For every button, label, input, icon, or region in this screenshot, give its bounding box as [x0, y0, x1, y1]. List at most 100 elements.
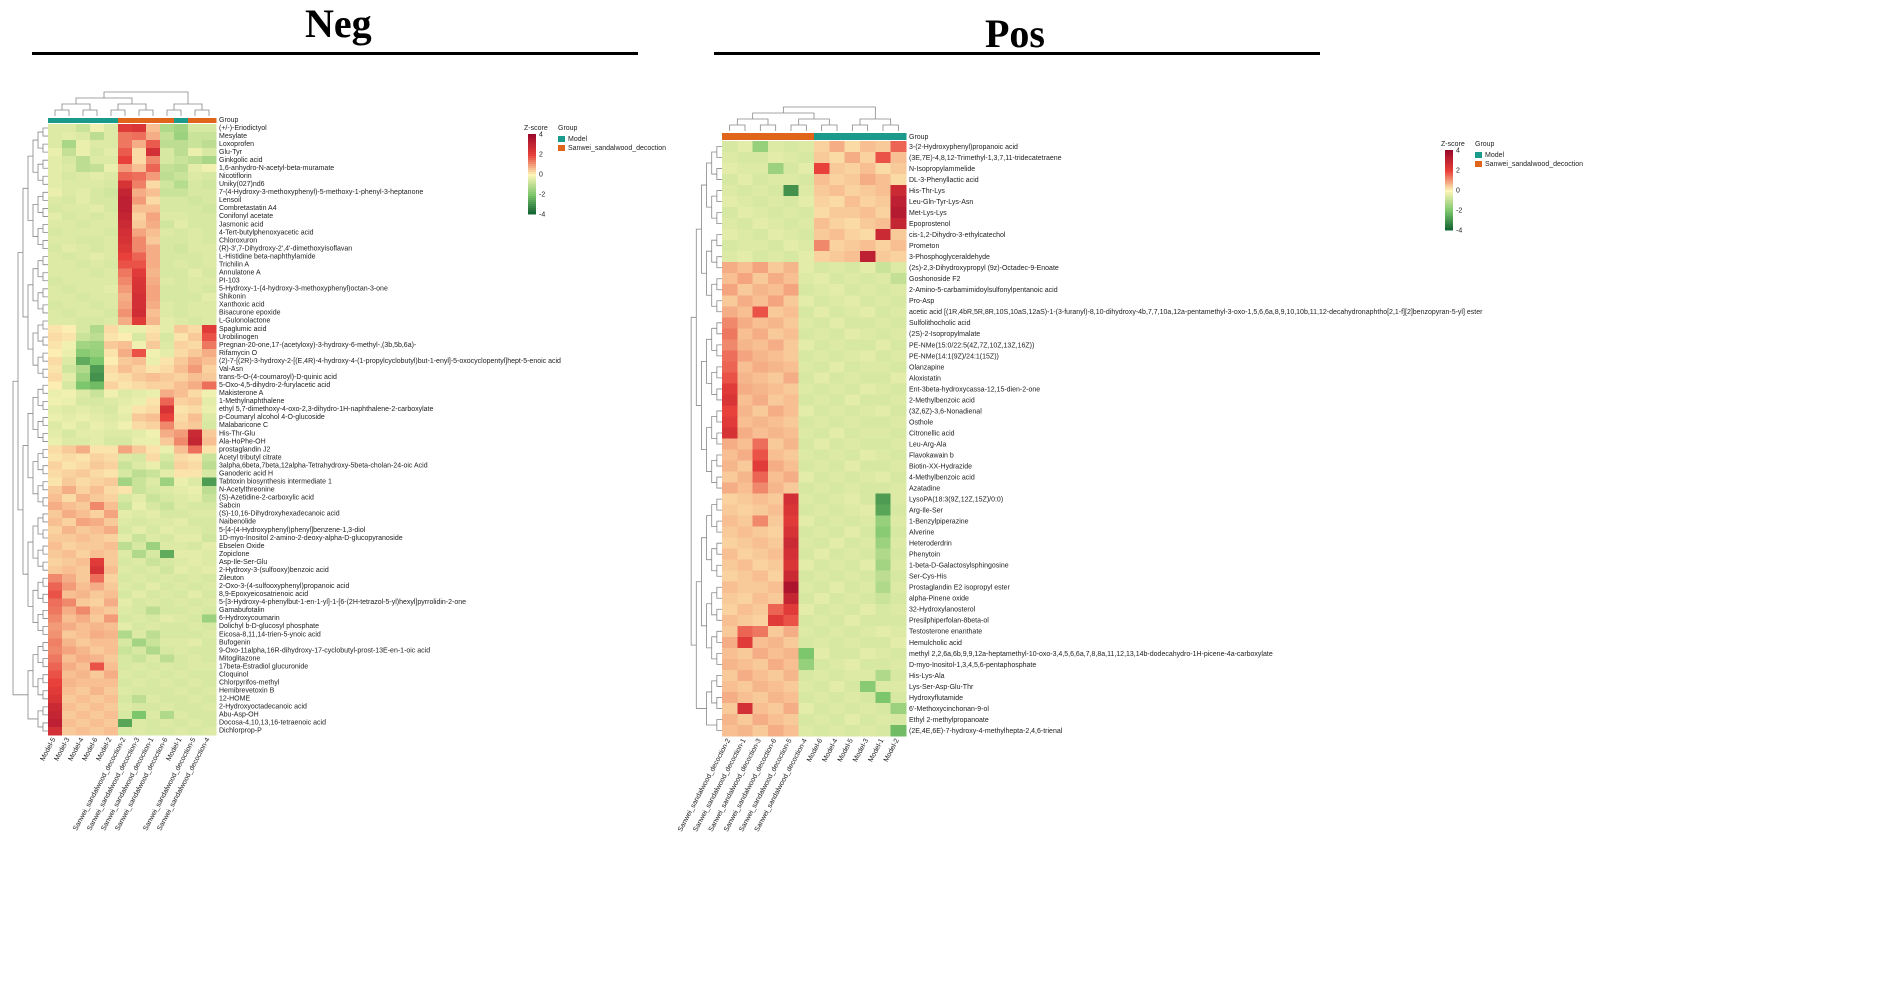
neg-heat-cell: [62, 252, 77, 262]
neg-heat-cell: [160, 485, 175, 495]
neg-heat-cell: [174, 124, 189, 133]
pos-heat-cell: [860, 383, 876, 395]
pos-heat-cell: [737, 680, 754, 693]
pos-row-label: Phenytoin: [909, 552, 940, 559]
neg-heat-cell: [118, 678, 133, 688]
pos-group-cell: [875, 133, 892, 140]
pos-heat-cell: [737, 207, 754, 219]
pos-heat-cell: [783, 570, 800, 583]
pos-heat-cell: [737, 295, 754, 307]
neg-heat-cell: [132, 461, 147, 471]
pos-heat-cell: [722, 174, 738, 186]
neg-heat-cell: [118, 228, 133, 238]
neg-heat-cell: [76, 188, 91, 197]
neg-heat-cell: [62, 365, 77, 374]
neg-heat-cell: [132, 469, 147, 479]
neg-heat-cell: [174, 413, 189, 422]
neg-heat-cell: [118, 164, 133, 173]
neg-heat-cell: [90, 702, 105, 712]
neg-heat-cell: [48, 365, 63, 374]
pos-heat-cell: [860, 504, 876, 517]
neg-heat-cell: [146, 148, 161, 157]
neg-heat-cell: [202, 140, 217, 149]
neg-title-rule: [32, 52, 638, 55]
pos-heat-cell: [875, 383, 892, 395]
pos-row-label: (2s)-2,3-Dihydroxypropyl (9z)-Octadec-9-…: [909, 265, 1059, 272]
neg-zscore-legend-title: Z-score: [524, 125, 548, 132]
pos-row-label: 3-Phosphoglyceraldehyde: [909, 254, 990, 261]
neg-heat-cell: [132, 164, 147, 173]
pos-heat-cell: [890, 493, 907, 506]
pos-heat-cell: [890, 669, 907, 682]
neg-heat-cell: [104, 324, 119, 334]
neg-heat-cell: [48, 453, 63, 463]
neg-heat-cell: [118, 461, 133, 471]
pos-heat-cell: [752, 559, 769, 572]
pos-heat-cell: [875, 515, 892, 528]
pos-heat-cell: [844, 284, 861, 296]
pos-group-cell: [783, 133, 800, 140]
pos-heat-cell: [798, 548, 815, 561]
pos-heat-cell: [783, 504, 800, 517]
pos-heat-cell: [768, 647, 784, 660]
neg-heat-cell: [62, 397, 77, 406]
pos-heat-cell: [875, 449, 892, 462]
neg-heat-cell: [160, 710, 175, 720]
neg-heat-cell: [188, 140, 203, 149]
pos-heat-cell: [844, 680, 861, 693]
neg-heat-cell: [118, 180, 133, 189]
neg-heat-cell: [48, 630, 63, 640]
neg-heat-cell: [132, 630, 147, 640]
pos-heat-cell: [737, 185, 754, 197]
pos-heat-cell: [722, 405, 738, 417]
pos-heat-cell: [737, 438, 754, 451]
neg-heat-cell: [202, 284, 217, 294]
neg-heat-cell: [188, 132, 203, 141]
neg-heat-cell: [132, 220, 147, 230]
pos-heat-cell: [890, 526, 907, 539]
pos-heat-cell: [737, 548, 754, 561]
neg-row-label: 1,6-anhydro-N-acetyl-beta-muramate: [219, 165, 334, 172]
pos-heat-cell: [844, 614, 861, 627]
neg-heat-cell: [90, 453, 105, 463]
pos-heat-cell: [890, 471, 907, 484]
neg-heat-cell: [202, 654, 217, 664]
neg-heat-cell: [48, 485, 63, 495]
pos-heat-cell: [722, 625, 738, 638]
pos-heat-cell: [722, 317, 738, 329]
neg-heat-cell: [132, 646, 147, 656]
neg-row-label: Hemibrevetoxin B: [219, 688, 275, 695]
neg-heat-cell: [174, 718, 189, 728]
pos-heat-cell: [798, 592, 815, 605]
neg-heat-cell: [160, 188, 175, 197]
neg-heat-cell: [48, 164, 63, 173]
neg-heat-cell: [160, 726, 175, 736]
neg-heat-cell: [146, 132, 161, 141]
pos-heat-cell: [844, 328, 861, 340]
neg-row-label: (S)-Azetidine-2-carboxylic acid: [219, 495, 314, 502]
pos-heat-cell: [875, 185, 892, 197]
pos-heat-cell: [829, 559, 846, 572]
pos-heat-cell: [860, 262, 876, 274]
pos-heat-cell: [737, 306, 754, 318]
neg-heat-cell: [104, 341, 119, 350]
pos-heat-cell: [752, 570, 769, 583]
pos-heat-cell: [798, 339, 815, 351]
neg-heat-cell: [118, 276, 133, 286]
neg-heat-cell: [104, 212, 119, 221]
neg-heat-cell: [76, 534, 91, 543]
pos-heat-cell: [829, 174, 846, 186]
neg-heat-cell: [48, 493, 63, 503]
pos-heat-cell: [752, 471, 769, 484]
neg-heat-cell: [146, 244, 161, 254]
neg-heat-cell: [188, 357, 203, 366]
neg-heat-cell: [118, 517, 133, 527]
pos-heat-cell: [814, 218, 830, 230]
neg-heat-cell: [118, 244, 133, 254]
neg-heat-cell: [174, 308, 189, 318]
neg-heat-cell: [146, 260, 161, 270]
pos-heat-cell: [768, 427, 784, 439]
pos-group-legend-title: Group: [1475, 141, 1495, 148]
pos-heat-cell: [768, 669, 784, 682]
neg-heat-cell: [90, 164, 105, 173]
